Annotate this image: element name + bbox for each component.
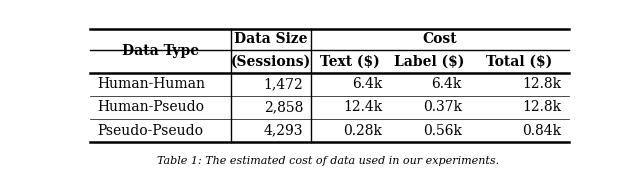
Text: 1,472: 1,472 [264, 77, 303, 91]
Text: (Sessions): (Sessions) [231, 54, 311, 68]
Text: Total ($): Total ($) [486, 54, 552, 68]
Text: Table 1: The estimated cost of data used in our experiments.: Table 1: The estimated cost of data used… [157, 156, 499, 166]
Text: 4,293: 4,293 [264, 124, 303, 138]
Text: 2,858: 2,858 [264, 101, 303, 114]
Text: 0.37k: 0.37k [423, 101, 462, 114]
Text: 0.84k: 0.84k [522, 124, 561, 138]
Text: 6.4k: 6.4k [352, 77, 383, 91]
Text: Human-Human: Human-Human [97, 77, 205, 91]
Text: 6.4k: 6.4k [431, 77, 462, 91]
Text: Data Size: Data Size [234, 32, 308, 47]
Text: Label ($): Label ($) [394, 54, 465, 68]
Text: Data Type: Data Type [122, 44, 199, 58]
Text: Human-Pseudo: Human-Pseudo [97, 101, 204, 114]
Text: 12.4k: 12.4k [343, 101, 383, 114]
Text: Text ($): Text ($) [321, 54, 380, 68]
Text: 0.56k: 0.56k [423, 124, 462, 138]
Text: 12.8k: 12.8k [522, 77, 561, 91]
Text: 12.8k: 12.8k [522, 101, 561, 114]
Text: Cost: Cost [422, 32, 457, 47]
Text: 0.28k: 0.28k [344, 124, 383, 138]
Text: Pseudo-Pseudo: Pseudo-Pseudo [97, 124, 204, 138]
